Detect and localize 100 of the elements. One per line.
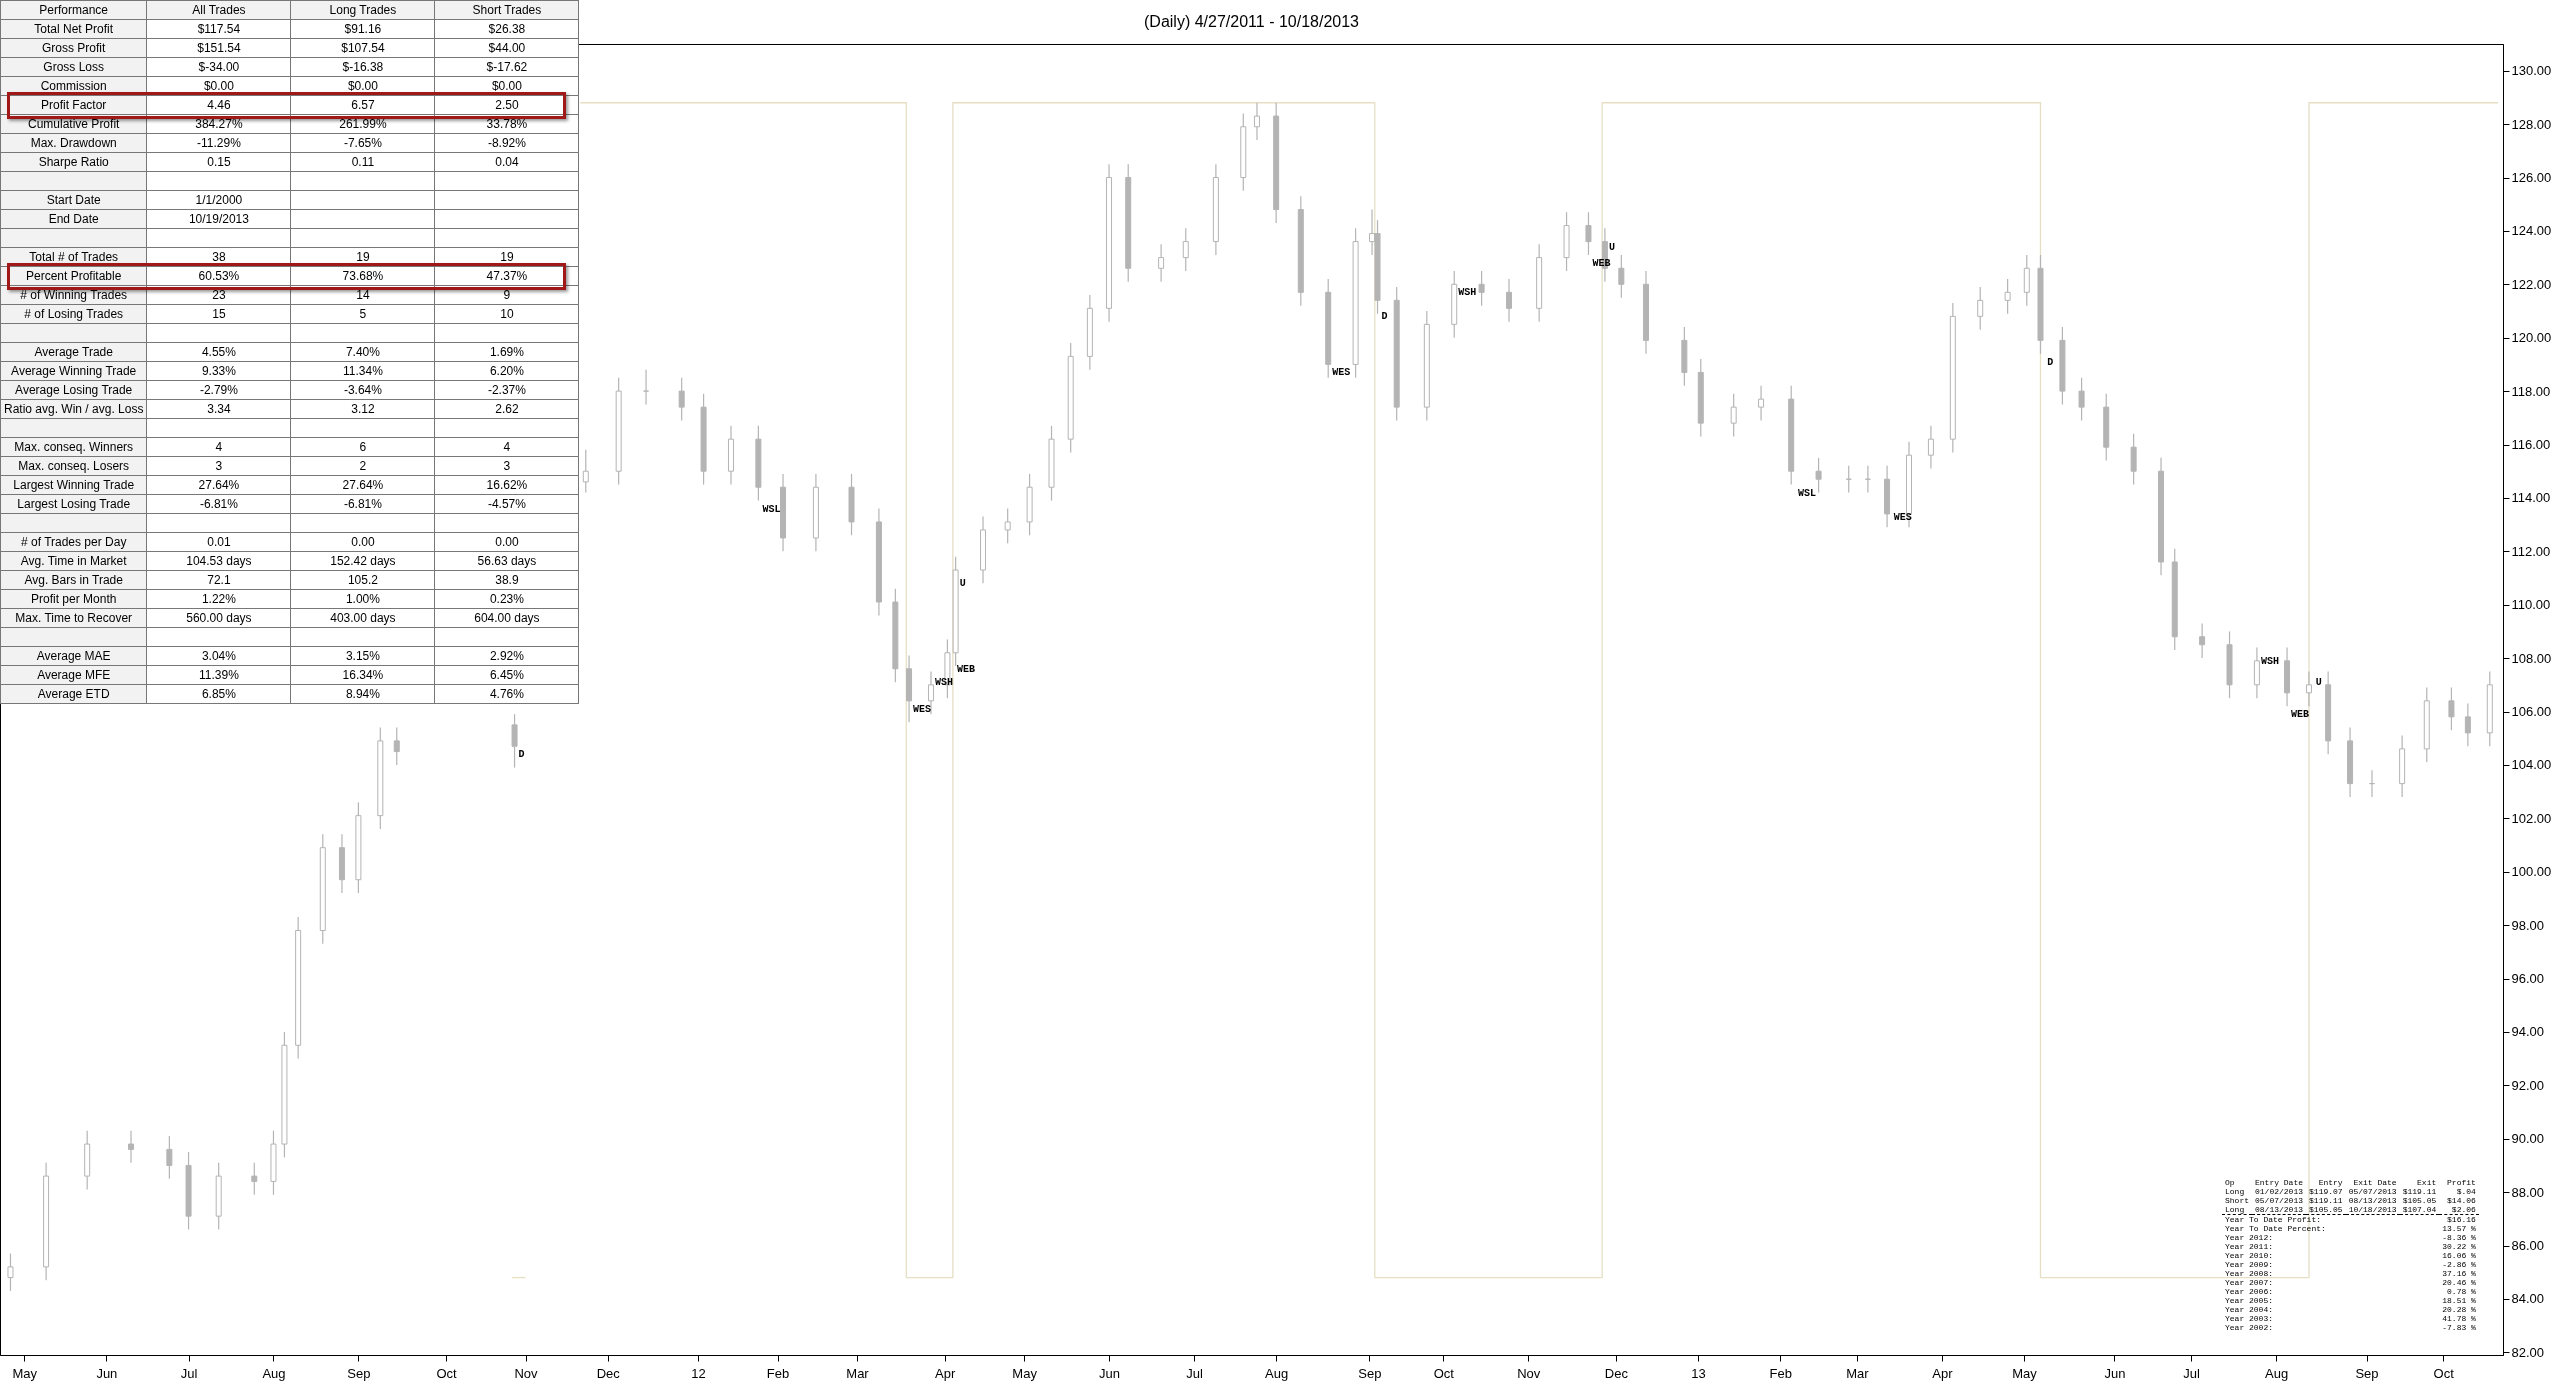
x-tick-label: 13: [1691, 1365, 1706, 1381]
text: Average Trade: [34, 345, 113, 359]
annotation: WES: [1332, 367, 1351, 379]
text: Cumulative Profit: [28, 117, 120, 131]
x-tick-label: Jul: [180, 1365, 198, 1381]
text: 261.99%: [339, 117, 387, 131]
y-tick-label: 90.00: [2511, 1131, 2545, 1147]
text: Average Losing Trade: [15, 383, 133, 397]
text: 3.15%: [345, 649, 380, 663]
candlestick: [2448, 686, 2455, 731]
text: Max. Time to Recover: [15, 611, 133, 625]
text: 2.92%: [489, 649, 524, 663]
text: 73.68%: [342, 269, 384, 283]
annotation: WSL: [1797, 487, 1816, 499]
text: 4: [215, 440, 223, 454]
annotation: U: [2315, 677, 2322, 689]
text: Percent Profitable: [26, 269, 122, 283]
text: 01/02/2013: [2255, 1187, 2304, 1196]
text: 3.34: [207, 402, 231, 416]
text: 8.94%: [345, 687, 380, 701]
candlestick: [582, 449, 589, 494]
text: 19: [500, 250, 514, 264]
text: -2.86 %: [2442, 1260, 2476, 1269]
text: 4.55%: [201, 345, 236, 359]
text: 23: [212, 288, 226, 302]
x-tick-label: May: [1012, 1365, 1038, 1381]
x-tick-label: Aug: [2265, 1365, 2289, 1381]
text: 0.04: [495, 155, 519, 169]
text: 30.22 %: [2442, 1242, 2476, 1251]
x-tick-label: Feb: [1769, 1365, 1792, 1381]
x-tick-label: Dec: [1604, 1365, 1629, 1381]
text: 152.42 days: [330, 554, 396, 568]
text: 0.78 %: [2447, 1287, 2476, 1296]
x-tick-label: Jul: [2183, 1365, 2201, 1381]
annotation: WEB: [2291, 709, 2310, 721]
text: 5: [359, 307, 367, 321]
text: 05/07/2013: [2348, 1187, 2397, 1196]
candlestick: [1730, 393, 1737, 438]
text: $44.00: [488, 41, 526, 55]
category-label: Entry Date: [2254, 1178, 2305, 1187]
text: Short: [2225, 1196, 2250, 1205]
annotation: D: [2047, 356, 2054, 368]
x-tick-label: Nov: [1517, 1365, 1541, 1381]
text: 38: [212, 250, 226, 264]
text: $0.00: [203, 79, 234, 93]
text: 38.9: [495, 573, 519, 587]
text: 9: [503, 288, 511, 302]
text: 60.53%: [198, 269, 240, 283]
text: Year 2009:: [2225, 1260, 2274, 1269]
y-tick-label: 122.00: [2511, 276, 2552, 292]
text: -8.92%: [487, 136, 526, 150]
text: Year 2004:: [2225, 1305, 2274, 1314]
text: 0.00: [351, 535, 375, 549]
text: Max. conseq. Winners: [14, 440, 134, 454]
candlestick: [7, 1252, 14, 1292]
annotation: D: [518, 749, 525, 761]
text: -2.37%: [487, 383, 526, 397]
text: 10/18/2013: [2348, 1205, 2397, 1214]
x-tick-label: Jun: [96, 1365, 118, 1381]
x-tick-label: Sep: [2355, 1365, 2379, 1381]
x-tick-label: Aug: [1265, 1365, 1289, 1381]
text: End Date: [48, 212, 99, 226]
text: $-34.00: [198, 60, 240, 74]
text: Long: [2225, 1187, 2245, 1196]
text: $0.00: [347, 79, 378, 93]
x-tick-label: Sep: [347, 1365, 371, 1381]
text: 1.69%: [489, 345, 524, 359]
text: Commission: [40, 79, 107, 93]
text: 4.76%: [489, 687, 524, 701]
text: 3.12: [351, 402, 375, 416]
text: Ratio avg. Win / avg. Loss: [4, 402, 144, 416]
candlestick: [1004, 507, 1011, 544]
text: $16.16: [2447, 1215, 2476, 1224]
y-tick-label: 110.00: [2511, 597, 2551, 613]
text: -11.29%: [197, 136, 241, 150]
text: # of Winning Trades: [20, 288, 128, 302]
text: 2.62: [495, 402, 519, 416]
annotation: WSH: [2260, 655, 2279, 667]
candlestick: [2004, 278, 2011, 315]
text: 16.62%: [486, 478, 528, 492]
x-tick-label: 12: [691, 1365, 706, 1381]
text: Total # of Trades: [29, 250, 119, 264]
candlestick: [1927, 425, 1934, 470]
text: Max. Drawdown: [30, 136, 117, 150]
category-label: Performance: [0, 0, 147, 20]
annotation: WEB: [1592, 257, 1611, 269]
y-tick-label: 108.00: [2511, 650, 2552, 666]
x-tick-label: Oct: [436, 1365, 458, 1381]
candlestick: [678, 377, 685, 422]
text: 27.64%: [198, 478, 240, 492]
text: Year 2011:: [2225, 1242, 2274, 1251]
text: 33.78%: [486, 117, 528, 131]
text: 08/13/2013: [2348, 1196, 2397, 1205]
text: -2.79%: [199, 383, 238, 397]
y-tick-label: 118.00: [2511, 383, 2551, 399]
annotation: U: [1608, 241, 1615, 253]
candlestick: [511, 713, 518, 769]
y-tick-label: 82.00: [2511, 1344, 2545, 1360]
text: 604.00 days: [474, 611, 540, 625]
text: 104.53 days: [186, 554, 252, 568]
